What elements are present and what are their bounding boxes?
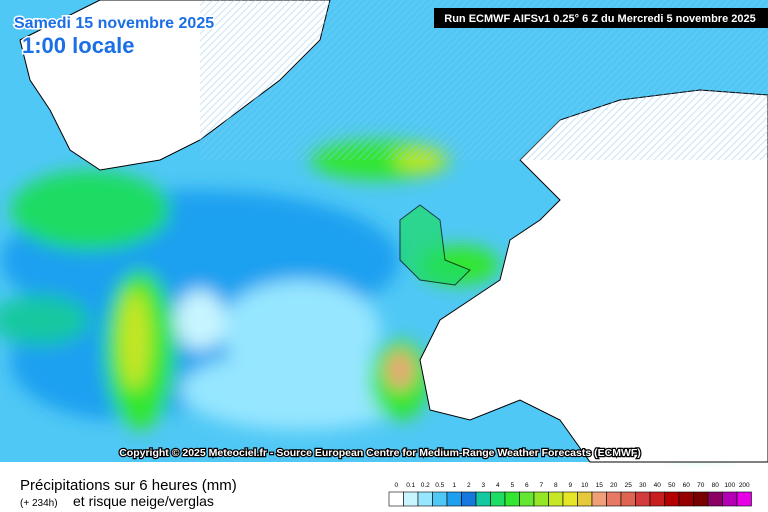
- legend-swatch: [548, 491, 564, 507]
- legend-swatch: [722, 491, 738, 507]
- legend-label: 0.1: [406, 482, 415, 489]
- legend-swatch: [417, 491, 433, 507]
- legend-swatch: [446, 491, 462, 507]
- legend-swatch: [490, 491, 506, 507]
- legend-label: 0.5: [435, 482, 444, 489]
- footer-offset: (+ 234h): [20, 498, 58, 509]
- legend-label: 5: [510, 482, 514, 489]
- legend-label: 4: [496, 482, 500, 489]
- footer-title: Précipitations sur 6 heures (mm): [20, 477, 237, 494]
- legend-label: 0: [394, 482, 398, 489]
- legend-swatch: [707, 491, 723, 507]
- legend-swatch: [403, 491, 419, 507]
- legend-label: 60: [683, 482, 691, 489]
- legend-swatch: [664, 491, 680, 507]
- legend-swatch: [461, 491, 477, 507]
- legend-label: 6: [525, 482, 529, 489]
- legend-swatch: [504, 491, 520, 507]
- legend-swatch: [475, 491, 491, 507]
- legend-swatch: [649, 491, 665, 507]
- legend-swatch: [519, 491, 535, 507]
- legend-label: 200: [739, 482, 750, 489]
- legend-label: 70: [697, 482, 705, 489]
- legend-swatch: [620, 491, 636, 507]
- legend-swatch: [606, 491, 622, 507]
- legend-label: 25: [625, 482, 633, 489]
- legend-label: 0.2: [421, 482, 430, 489]
- run-label: Run ECMWF AIFSv1 0.25° 6 Z du Mercredi 5…: [444, 13, 755, 25]
- legend-swatch: [693, 491, 709, 507]
- copyright: Copyright © 2025 Meteociel.fr - Source E…: [119, 447, 641, 459]
- legend-label: 9: [568, 482, 572, 489]
- legend-swatch: [432, 491, 448, 507]
- legend-label: 2: [467, 482, 471, 489]
- legend-label: 80: [712, 482, 720, 489]
- color-legend: 0 0.1 0.2 0.5 1 2 3 4 5 6 7 8 9 10 15 20 25 30 40 50 60 70 80 1…: [388, 482, 752, 507]
- legend-label: 30: [639, 482, 647, 489]
- date-label: Samedi 15 novembre 2025: [14, 15, 214, 32]
- legend-label: 8: [554, 482, 558, 489]
- legend-swatch: [678, 491, 694, 507]
- legend-swatch: [533, 491, 549, 507]
- footer-subtitle: et risque neige/verglas: [73, 493, 214, 509]
- legend-swatch: [635, 491, 651, 507]
- legend-swatch: [388, 491, 404, 507]
- legend-label: 20: [610, 482, 618, 489]
- legend-swatch: [562, 491, 578, 507]
- legend-label: 7: [539, 482, 543, 489]
- legend-label: 1: [452, 482, 456, 489]
- run-box: [434, 8, 768, 28]
- time-label: 1:00 locale: [22, 33, 135, 58]
- legend-label: 50: [668, 482, 676, 489]
- legend-label: 10: [581, 482, 589, 489]
- legend-label: 15: [596, 482, 604, 489]
- legend-label: 40: [654, 482, 662, 489]
- legend-label: 100: [724, 482, 735, 489]
- legend-swatch: [591, 491, 607, 507]
- legend-swatch: [736, 491, 752, 507]
- legend-swatch: [577, 491, 593, 507]
- legend-label: 3: [481, 482, 485, 489]
